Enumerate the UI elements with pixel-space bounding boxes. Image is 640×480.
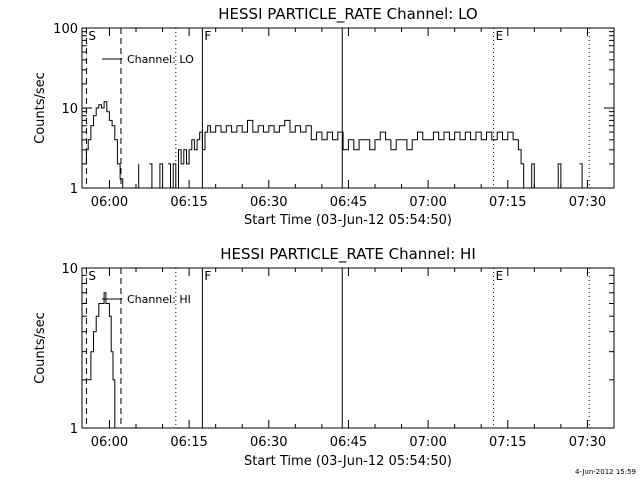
x-axis-label: Start Time (03-Jun-12 05:54:50) xyxy=(244,454,452,469)
x-tick-label: 06:00 xyxy=(91,195,128,210)
series-line xyxy=(133,163,140,189)
series-line xyxy=(555,163,567,189)
series-line xyxy=(167,119,525,189)
x-tick-label: 06:30 xyxy=(250,195,287,210)
legend-label: Channel: HI xyxy=(127,293,191,306)
event-marker-label: F xyxy=(204,29,211,43)
series-line xyxy=(579,163,583,188)
event-marker-label: S xyxy=(88,269,96,283)
y-tick-label: 1 xyxy=(70,182,78,197)
y-axis-label: Counts/sec xyxy=(33,312,48,384)
x-tick-label: 06:15 xyxy=(170,435,207,450)
event-marker-label: E xyxy=(496,29,504,43)
x-tick-label: 06:30 xyxy=(250,435,287,450)
chart-title: HESSI PARTICLE_RATE Channel: LO xyxy=(218,5,477,24)
series-line xyxy=(157,163,164,189)
y-tick-label: 1 xyxy=(70,422,78,437)
x-tick-label: 06:15 xyxy=(170,195,207,210)
event-marker-label: S xyxy=(88,29,96,43)
x-tick-label: 07:00 xyxy=(409,435,446,450)
series-line xyxy=(84,101,128,189)
x-axis-label: Start Time (03-Jun-12 05:54:50) xyxy=(244,213,452,228)
y-axis-label: Counts/sec xyxy=(33,72,48,144)
y-tick-label: 10 xyxy=(61,102,78,117)
date-stamp: 4-Jun-2012 15:59 xyxy=(575,468,636,476)
x-tick-label: 06:45 xyxy=(330,195,367,210)
y-tick-label: 10 xyxy=(61,262,78,277)
plot-frame xyxy=(81,267,615,429)
x-tick-label: 07:30 xyxy=(569,195,606,210)
x-tick-label: 07:30 xyxy=(569,435,606,450)
series-line xyxy=(84,292,116,428)
legend-label: Channel: LO xyxy=(127,53,194,66)
x-tick-label: 06:45 xyxy=(330,435,367,450)
chart-title: HESSI PARTICLE_RATE Channel: HI xyxy=(220,245,476,264)
x-tick-label: 07:00 xyxy=(409,195,446,210)
x-tick-label: 07:15 xyxy=(489,435,526,450)
x-tick-label: 06:00 xyxy=(91,435,128,450)
x-tick-label: 07:15 xyxy=(489,195,526,210)
y-tick-label: 100 xyxy=(53,22,78,37)
event-marker-label: F xyxy=(204,269,211,283)
series-line xyxy=(529,163,535,189)
event-marker-label: E xyxy=(496,269,504,283)
series-line xyxy=(149,163,153,188)
